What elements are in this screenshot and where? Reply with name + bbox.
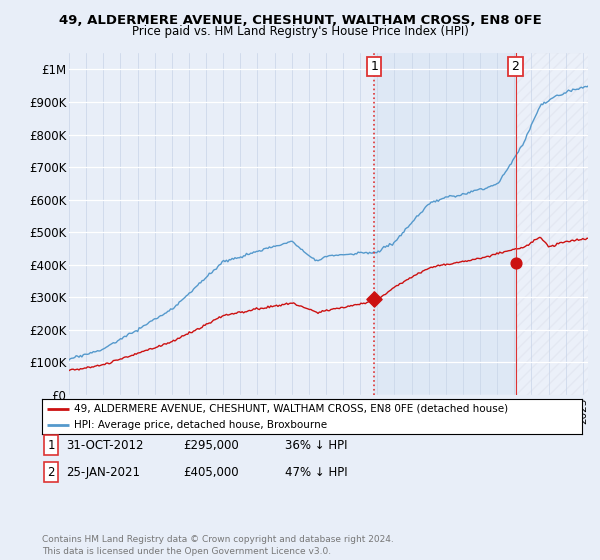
Text: 49, ALDERMERE AVENUE, CHESHUNT, WALTHAM CROSS, EN8 0FE: 49, ALDERMERE AVENUE, CHESHUNT, WALTHAM … <box>59 14 541 27</box>
Text: HPI: Average price, detached house, Broxbourne: HPI: Average price, detached house, Brox… <box>74 419 328 430</box>
Text: £295,000: £295,000 <box>183 438 239 452</box>
Bar <box>374 53 515 395</box>
Text: 47% ↓ HPI: 47% ↓ HPI <box>285 465 347 479</box>
Text: 36% ↓ HPI: 36% ↓ HPI <box>285 438 347 452</box>
Text: 1: 1 <box>47 438 55 452</box>
Bar <box>515 53 600 395</box>
Text: 2: 2 <box>512 60 520 73</box>
Text: Contains HM Land Registry data © Crown copyright and database right 2024.
This d: Contains HM Land Registry data © Crown c… <box>42 535 394 556</box>
Text: £405,000: £405,000 <box>183 465 239 479</box>
Point <box>370 295 379 304</box>
Text: 49, ALDERMERE AVENUE, CHESHUNT, WALTHAM CROSS, EN8 0FE (detached house): 49, ALDERMERE AVENUE, CHESHUNT, WALTHAM … <box>74 404 509 414</box>
Text: Price paid vs. HM Land Registry's House Price Index (HPI): Price paid vs. HM Land Registry's House … <box>131 25 469 38</box>
Text: 2: 2 <box>47 465 55 479</box>
Point <box>511 259 520 268</box>
Text: 1: 1 <box>370 60 379 73</box>
Text: 25-JAN-2021: 25-JAN-2021 <box>66 465 140 479</box>
Text: 31-OCT-2012: 31-OCT-2012 <box>66 438 143 452</box>
